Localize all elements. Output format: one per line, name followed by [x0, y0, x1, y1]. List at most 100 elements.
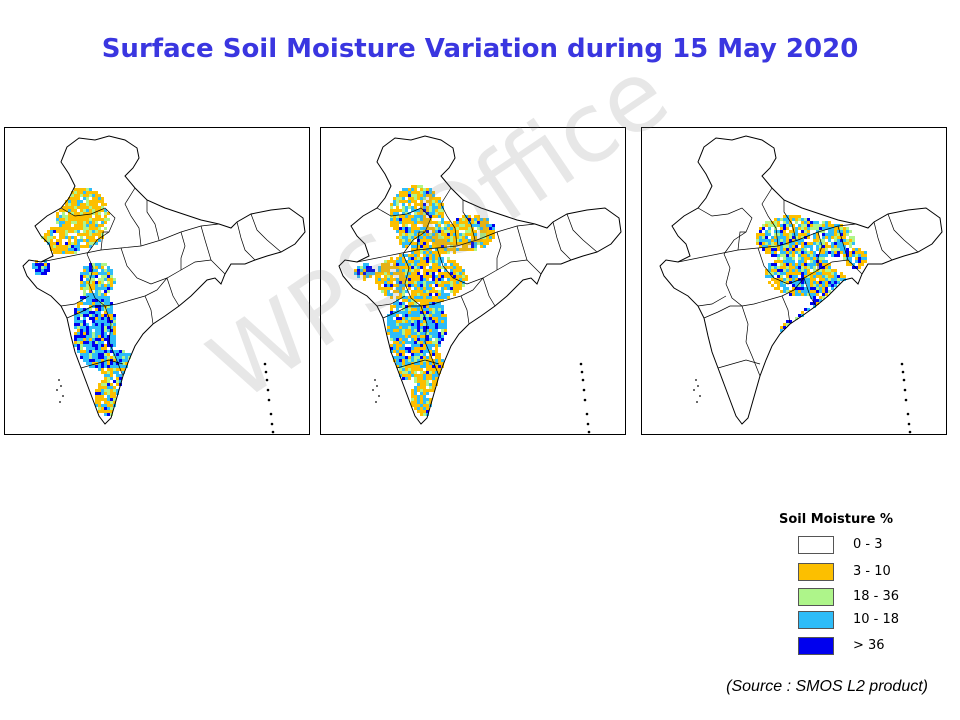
moisture-pixel [411, 353, 414, 356]
moisture-pixel [366, 269, 369, 272]
moisture-pixel [95, 209, 98, 212]
moisture-pixel [86, 221, 89, 224]
moisture-pixel [390, 266, 393, 269]
moisture-pixel [32, 266, 35, 269]
moisture-pixel [819, 257, 822, 260]
moisture-pixel [420, 386, 423, 389]
moisture-pixel [89, 362, 92, 365]
moisture-pixel [101, 383, 104, 386]
moisture-pixel [792, 230, 795, 233]
moisture-pixel [387, 278, 390, 281]
moisture-pixel [393, 197, 396, 200]
moisture-pixel [95, 335, 98, 338]
moisture-pixel [849, 239, 852, 242]
moisture-pixel [89, 302, 92, 305]
moisture-pixel [98, 272, 101, 275]
moisture-pixel [417, 347, 420, 350]
moisture-pixel [86, 344, 89, 347]
moisture-pixel [414, 305, 417, 308]
moisture-pixel [411, 344, 414, 347]
moisture-pixel [399, 371, 402, 374]
moisture-pixel [456, 218, 459, 221]
moisture-pixel [393, 338, 396, 341]
moisture-pixel [816, 242, 819, 245]
moisture-pixel [426, 233, 429, 236]
moisture-pixel [116, 356, 119, 359]
moisture-pixel [783, 227, 786, 230]
moisture-pixel [95, 203, 98, 206]
moisture-pixel [411, 293, 414, 296]
moisture-pixel [786, 278, 789, 281]
moisture-pixel [104, 413, 107, 416]
moisture-pixel [77, 308, 80, 311]
moisture-pixel [426, 362, 429, 365]
moisture-pixel [366, 275, 369, 278]
moisture-pixel [786, 320, 789, 323]
moisture-pixel [80, 221, 83, 224]
moisture-pixel [792, 227, 795, 230]
moisture-pixel [98, 395, 101, 398]
moisture-pixel [807, 251, 810, 254]
moisture-pixel [426, 290, 429, 293]
moisture-pixel [107, 410, 110, 413]
moisture-pixel [426, 371, 429, 374]
moisture-pixel [80, 332, 83, 335]
moisture-pixel [408, 350, 411, 353]
moisture-pixel [462, 221, 465, 224]
moisture-pixel [786, 245, 789, 248]
moisture-pixel [83, 227, 86, 230]
moisture-pixel [402, 341, 405, 344]
moisture-pixel [414, 212, 417, 215]
moisture-pixel [74, 218, 77, 221]
moisture-pixel [107, 398, 110, 401]
moisture-pixel [438, 281, 441, 284]
moisture-pixel [47, 266, 50, 269]
moisture-pixel [477, 221, 480, 224]
moisture-pixel [408, 188, 411, 191]
moisture-pixel [95, 350, 98, 353]
moisture-pixel [92, 203, 95, 206]
moisture-pixel [483, 230, 486, 233]
moisture-pixel [396, 347, 399, 350]
moisture-pixel [435, 260, 438, 263]
state-boundary [783, 200, 797, 241]
moisture-pixel [783, 260, 786, 263]
moisture-pixel [843, 236, 846, 239]
state-boundary [236, 221, 256, 261]
moisture-pixel [429, 266, 432, 269]
moisture-pixel [423, 377, 426, 380]
island-dot [269, 412, 273, 416]
moisture-pixel [837, 236, 840, 239]
moisture-pixel [420, 278, 423, 281]
moisture-pixel [59, 209, 62, 212]
moisture-pixel [384, 293, 387, 296]
moisture-pixel [396, 323, 399, 326]
moisture-pixel [399, 209, 402, 212]
moisture-pixel [390, 215, 393, 218]
moisture-pixel [411, 338, 414, 341]
moisture-pixel [426, 392, 429, 395]
moisture-pixel [807, 221, 810, 224]
moisture-pixel [444, 317, 447, 320]
moisture-pixel [795, 248, 798, 251]
moisture-pixel [762, 242, 765, 245]
moisture-pixel [393, 203, 396, 206]
moisture-pixel [831, 242, 834, 245]
moisture-pixel [98, 356, 101, 359]
state-boundary [180, 231, 186, 270]
moisture-pixel [417, 254, 420, 257]
moisture-pixel [396, 320, 399, 323]
moisture-pixel [435, 380, 438, 383]
moisture-pixel [834, 239, 837, 242]
moisture-pixel [92, 320, 95, 323]
moisture-pixel [107, 329, 110, 332]
moisture-pixel [819, 227, 822, 230]
moisture-pixel [822, 221, 825, 224]
moisture-pixel [492, 230, 495, 233]
moisture-pixel [393, 350, 396, 353]
moisture-pixel [92, 233, 95, 236]
moisture-pixel [390, 224, 393, 227]
moisture-pixel [774, 272, 777, 275]
moisture-pixel [426, 326, 429, 329]
moisture-pixel [110, 401, 113, 404]
